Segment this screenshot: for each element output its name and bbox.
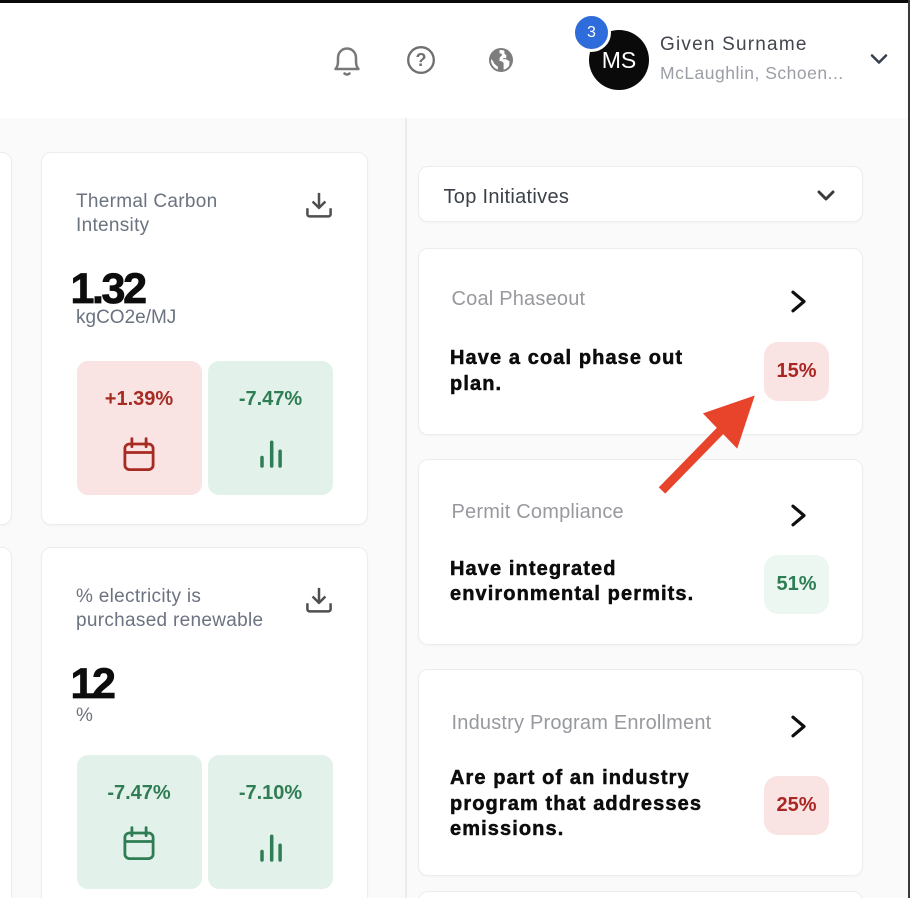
svg-text:?: ? bbox=[416, 50, 427, 70]
